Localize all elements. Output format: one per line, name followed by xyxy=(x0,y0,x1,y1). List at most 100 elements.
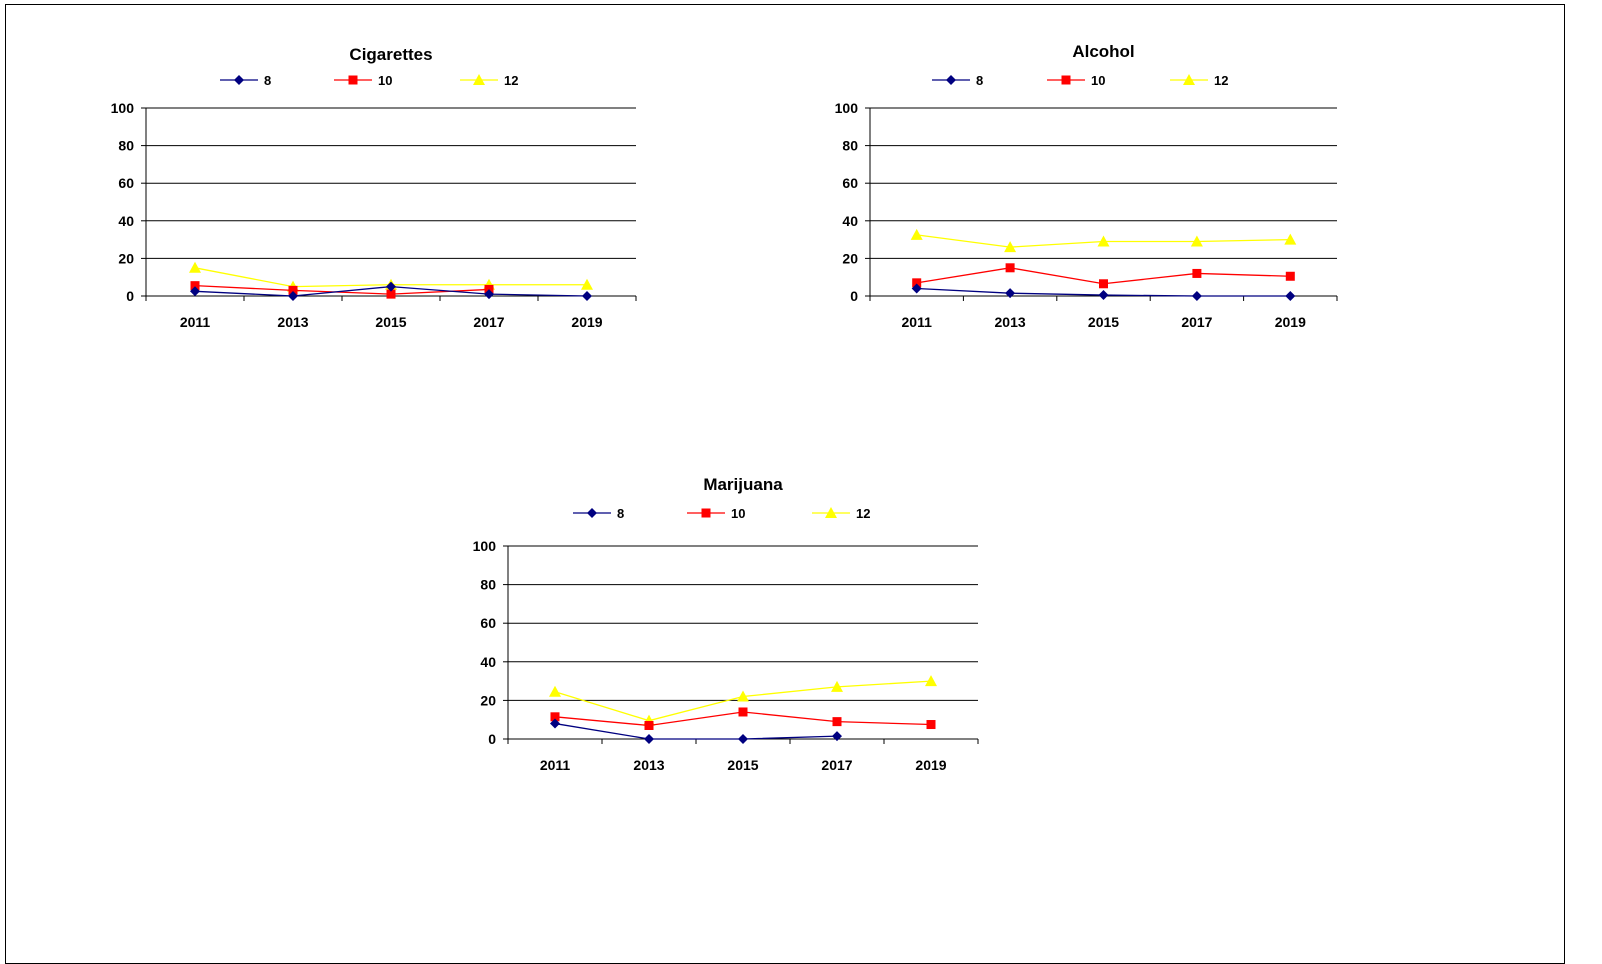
series-10 xyxy=(912,263,1295,289)
y-tick-label: 0 xyxy=(488,731,496,747)
x-tick-label: 2011 xyxy=(902,314,933,330)
legend-item-8: 8 xyxy=(932,73,983,88)
x-tick-label: 2017 xyxy=(1181,314,1212,330)
series-line xyxy=(554,722,838,740)
series-8 xyxy=(550,718,842,744)
x-tick-label: 2019 xyxy=(1275,314,1306,330)
data-point xyxy=(189,261,201,273)
data-point xyxy=(832,731,842,742)
x-tick-label: 2017 xyxy=(821,757,852,773)
y-tick-label: 80 xyxy=(480,577,496,593)
data-point xyxy=(1099,279,1108,289)
chart-cigarettes: Cigarettes 8 10 12 0 20 40 60 80 100 2011 2013 2015 2… xyxy=(111,45,637,330)
legend-label: 10 xyxy=(1091,73,1105,88)
data-point xyxy=(550,712,560,722)
data-point xyxy=(288,285,298,295)
series-10 xyxy=(550,707,936,730)
y-tick-label: 0 xyxy=(850,288,858,304)
y-tick-label: 60 xyxy=(480,615,496,631)
y-tick-label: 20 xyxy=(842,250,858,266)
y-tick-label: 80 xyxy=(118,138,134,154)
legend-label: 12 xyxy=(856,506,870,521)
data-point xyxy=(549,685,561,697)
x-tick-label: 2019 xyxy=(571,314,602,330)
series-8 xyxy=(911,283,1296,301)
data-point xyxy=(1284,233,1297,245)
data-point xyxy=(912,278,922,288)
data-point xyxy=(190,281,200,291)
y-tick-label: 100 xyxy=(835,100,859,116)
legend-marker xyxy=(946,75,956,85)
legend-item-8: 8 xyxy=(573,506,624,521)
x-tick-label: 2015 xyxy=(727,757,758,773)
legend-item-8: 8 xyxy=(220,73,271,88)
legend-label: 10 xyxy=(378,73,392,88)
data-point xyxy=(644,734,654,744)
legend-label: 12 xyxy=(1214,73,1228,88)
data-point xyxy=(386,281,396,292)
y-tick-label: 20 xyxy=(480,692,496,708)
legend-item-10: 10 xyxy=(687,506,745,521)
y-tick-label: 80 xyxy=(842,138,858,154)
legend-marker xyxy=(701,508,711,518)
legend-marker xyxy=(473,74,485,85)
data-point xyxy=(288,291,298,301)
y-tick-label: 40 xyxy=(118,213,134,229)
legend-label: 8 xyxy=(976,73,983,88)
x-tick-label: 2013 xyxy=(995,314,1026,330)
y-tick-label: 40 xyxy=(842,213,858,229)
data-point xyxy=(737,690,749,702)
x-tick-label: 2013 xyxy=(277,314,308,330)
y-tick-label: 40 xyxy=(480,654,496,670)
legend-marker xyxy=(1183,74,1195,85)
data-point xyxy=(484,289,494,300)
data-point xyxy=(581,278,593,290)
legend-label: 12 xyxy=(504,73,518,88)
data-point xyxy=(1005,263,1015,273)
series-line xyxy=(194,285,490,295)
data-point xyxy=(832,717,842,727)
legend-label: 8 xyxy=(264,73,271,88)
chart-title: Alcohol xyxy=(1072,42,1134,61)
series-12 xyxy=(910,228,1297,253)
x-tick-label: 2019 xyxy=(915,757,946,773)
data-point xyxy=(738,707,748,717)
x-tick-label: 2011 xyxy=(540,757,571,773)
data-point xyxy=(925,675,937,687)
data-point xyxy=(1190,235,1203,247)
legend-label: 10 xyxy=(731,506,745,521)
legend-marker xyxy=(825,507,837,518)
legend-item-10: 10 xyxy=(1047,73,1105,88)
data-point xyxy=(582,291,592,301)
y-tick-label: 100 xyxy=(111,100,135,116)
data-point xyxy=(190,286,200,297)
y-tick-label: 20 xyxy=(118,250,134,266)
legend-item-10: 10 xyxy=(334,73,392,88)
data-point xyxy=(1005,288,1016,299)
chart-marijuana: Marijuana 8 10 12 0 20 40 60 80 100 2011 2013 2015 20… xyxy=(473,475,979,773)
chart-alcohol: Alcohol 8 10 12 0 20 40 60 80 100 2011 2013 2015 2017… xyxy=(835,42,1338,330)
data-point xyxy=(911,283,922,294)
data-point xyxy=(550,718,560,729)
x-tick-label: 2011 xyxy=(180,314,211,330)
data-point xyxy=(1098,290,1109,301)
data-point xyxy=(644,720,654,730)
y-tick-label: 0 xyxy=(126,288,134,304)
data-point xyxy=(926,720,936,730)
x-tick-label: 2013 xyxy=(633,757,664,773)
data-point xyxy=(1285,291,1296,301)
chart-title: Marijuana xyxy=(703,475,783,494)
legend-item-12: 12 xyxy=(460,73,518,88)
x-tick-label: 2017 xyxy=(473,314,504,330)
data-point xyxy=(386,289,396,299)
data-point xyxy=(831,680,843,692)
legend-marker xyxy=(587,508,597,518)
data-point xyxy=(1004,241,1017,253)
legend-marker xyxy=(1061,75,1071,85)
legend-marker xyxy=(348,75,358,85)
data-point xyxy=(1191,291,1202,301)
legend-item-12: 12 xyxy=(812,506,870,521)
series-8 xyxy=(190,281,592,301)
data-point xyxy=(910,228,923,240)
legend-item-12: 12 xyxy=(1170,73,1228,88)
